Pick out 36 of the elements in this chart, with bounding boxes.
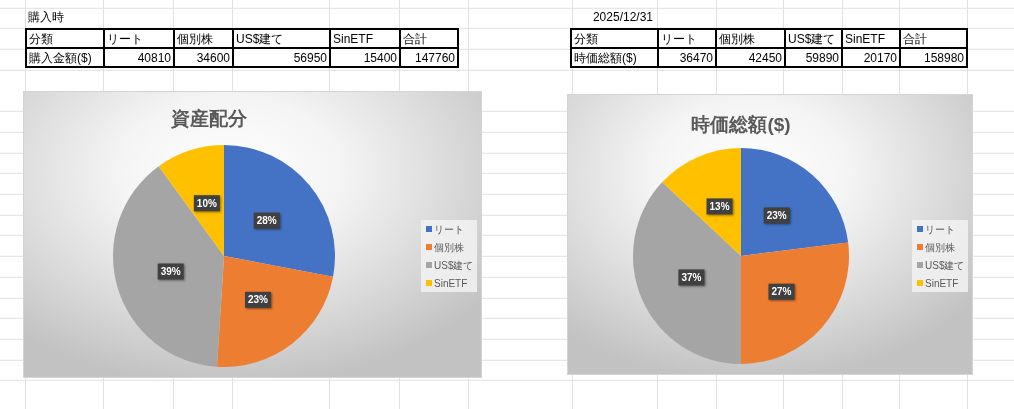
table-title: 2025/12/31: [591, 10, 653, 24]
table-category: 個別株: [174, 29, 233, 48]
table-value: 56950: [233, 48, 330, 67]
table-value: 15400: [330, 48, 400, 67]
table-total-header: 合計: [900, 29, 967, 48]
table-value: 36470: [658, 48, 716, 67]
legend-label: リート: [434, 223, 464, 235]
legend-label: SinETF: [925, 277, 959, 289]
table-category: SinETF: [330, 29, 400, 48]
table-value: 40810: [104, 48, 174, 67]
table-category: リート: [104, 29, 174, 48]
legend-label: US$建て: [925, 259, 965, 271]
table-value: 59890: [785, 48, 842, 67]
table-value: 42450: [716, 48, 785, 67]
legend-label: SinETF: [434, 277, 468, 289]
table-header: 分類: [26, 29, 104, 48]
table-row-label: 時価総額($): [571, 48, 658, 67]
table-total: 158980: [900, 48, 967, 67]
table-category: US$建て: [785, 29, 842, 48]
table-category: リート: [658, 29, 716, 48]
table-title: 購入時: [28, 10, 64, 24]
legend-label: 個別株: [925, 241, 955, 253]
legend-label: リート: [925, 223, 955, 235]
table-total: 147760: [400, 48, 458, 67]
table-total-header: 合計: [400, 29, 458, 48]
legend-label: US$建て: [434, 259, 474, 271]
table-value: 34600: [174, 48, 233, 67]
table-header: 分類: [571, 29, 658, 48]
table-category: 個別株: [716, 29, 785, 48]
legend-label: 個別株: [434, 241, 464, 253]
table-value: 20170: [842, 48, 900, 67]
table-row-label: 購入金額($): [26, 48, 104, 67]
title: 時価総額($): [691, 114, 791, 135]
table-category: SinETF: [842, 29, 900, 48]
title: 資産配分: [171, 108, 247, 129]
table-category: US$建て: [233, 29, 330, 48]
